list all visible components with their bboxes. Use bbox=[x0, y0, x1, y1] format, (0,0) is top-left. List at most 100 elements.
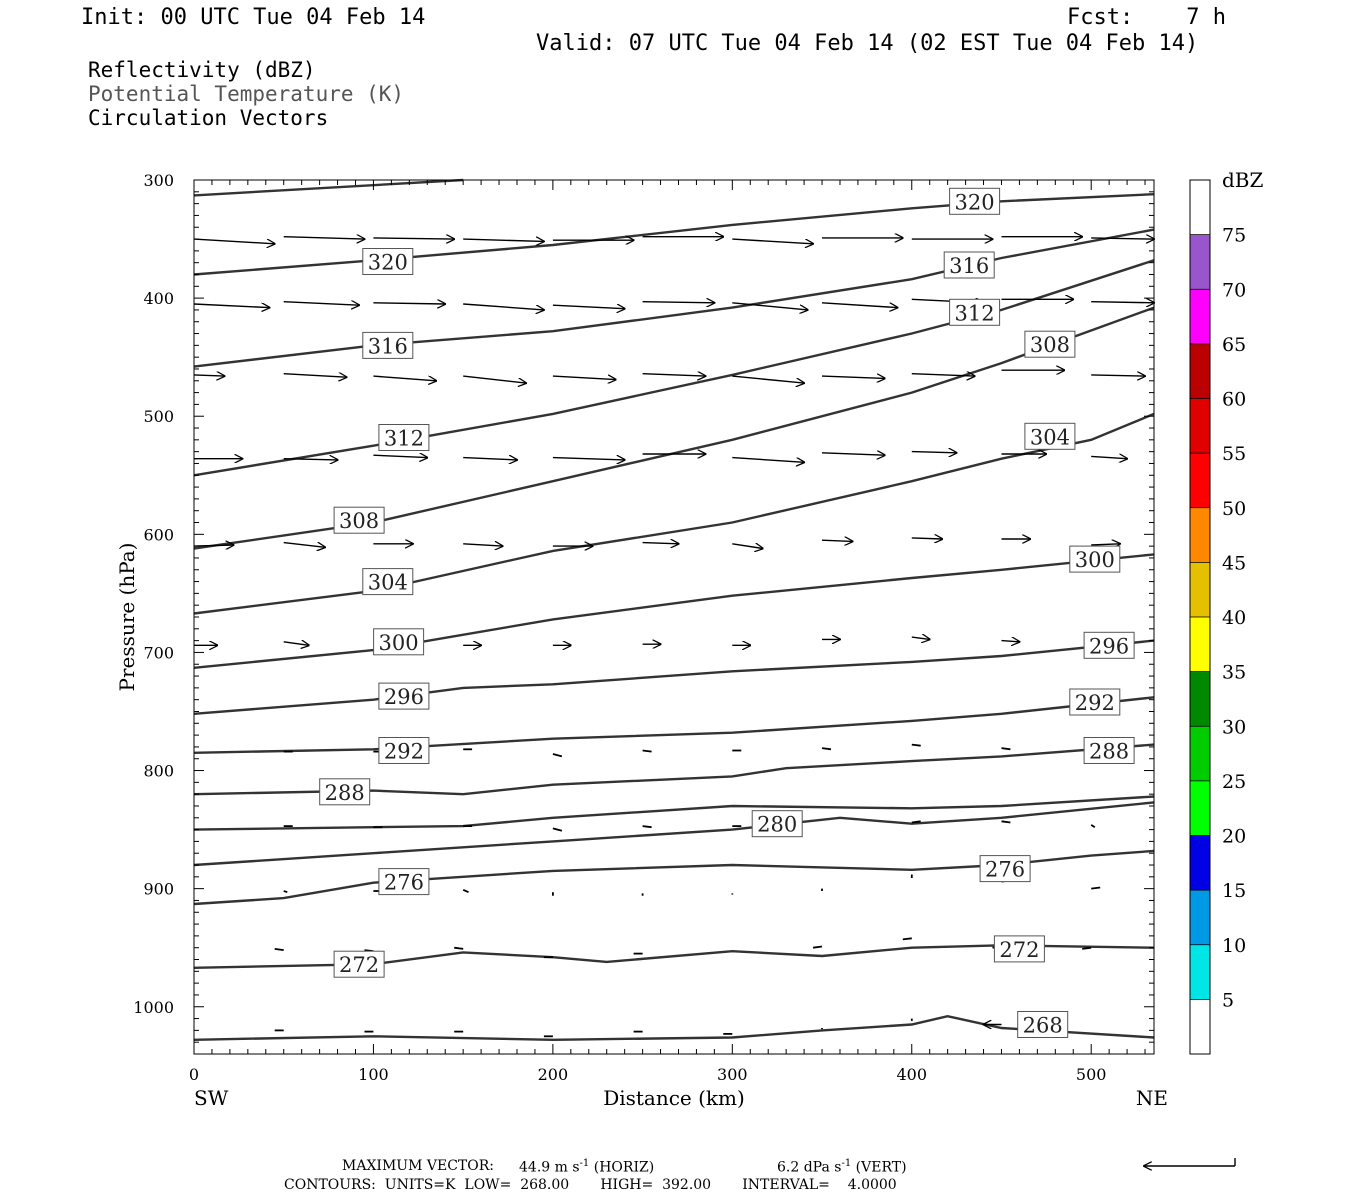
isentrope-292-8 bbox=[193, 696, 1155, 754]
svg-text:500: 500 bbox=[143, 407, 174, 426]
svg-text:900: 900 bbox=[143, 880, 174, 899]
svg-text:320: 320 bbox=[368, 251, 408, 275]
svg-text:55: 55 bbox=[1222, 443, 1246, 465]
vector-350-2 bbox=[373, 238, 454, 239]
colorbar-tick-30: 30 bbox=[1190, 716, 1246, 738]
vector-535-4 bbox=[552, 458, 625, 460]
vector-465-3 bbox=[463, 375, 526, 383]
svg-text:5: 5 bbox=[1222, 989, 1234, 1011]
max-vector-label: MAXIMUM VECTOR: bbox=[342, 1158, 494, 1174]
svg-text:300: 300 bbox=[379, 631, 419, 655]
x-tick-400: 400 bbox=[896, 180, 927, 1084]
vector-847-3 bbox=[552, 827, 563, 832]
svg-text:268: 268 bbox=[1023, 1014, 1063, 1038]
max-horizontal-vector: 44.9 m s-1 (HORIZ) bbox=[519, 1158, 655, 1176]
isentrope-label-296-11: 296 bbox=[1083, 631, 1135, 659]
isentrope-label-296-13: 296 bbox=[378, 682, 430, 710]
vector-785-7 bbox=[911, 743, 921, 747]
svg-text:75: 75 bbox=[1222, 225, 1246, 247]
colorbar-tick-15: 15 bbox=[1190, 880, 1246, 902]
vector-847-8 bbox=[1090, 824, 1096, 828]
colorbar-tick-65: 65 bbox=[1190, 334, 1246, 356]
vector-405-1 bbox=[283, 302, 359, 306]
vector-465-5 bbox=[642, 374, 706, 376]
vector-405-4 bbox=[552, 305, 625, 309]
colorbar-swatch-10 bbox=[1190, 453, 1210, 508]
svg-text:50: 50 bbox=[1222, 498, 1246, 520]
svg-text:1000: 1000 bbox=[133, 998, 174, 1017]
vector-608-0 bbox=[193, 545, 234, 546]
x-tick-100: 100 bbox=[358, 180, 389, 1084]
isentrope-label-268-23: 268 bbox=[1017, 1011, 1069, 1038]
svg-text:45: 45 bbox=[1222, 552, 1246, 574]
colorbar-swatch-12 bbox=[1190, 343, 1210, 399]
init-time-label: Init: 00 UTC Tue 04 Feb 14 bbox=[81, 5, 426, 30]
colorbar-swatch-13 bbox=[1190, 289, 1210, 344]
colorbar-tick-50: 50 bbox=[1190, 498, 1246, 520]
colorbar-swatch-5 bbox=[1190, 726, 1210, 781]
colorbar-tick-20: 20 bbox=[1190, 826, 1246, 848]
y-tick-700: 700 bbox=[143, 643, 1154, 662]
vector-608-5 bbox=[642, 543, 679, 544]
isentrope-label-276-19: 276 bbox=[979, 855, 1031, 883]
x-axis-sw-label: SW bbox=[194, 1086, 229, 1110]
svg-text:40: 40 bbox=[1222, 607, 1246, 629]
reference-vector-icon bbox=[1144, 1158, 1236, 1166]
x-tick-0: 0 bbox=[189, 180, 199, 1084]
colorbar-swatch-7 bbox=[1190, 617, 1210, 672]
vector-465-4 bbox=[552, 376, 616, 380]
isentrope-312-3 bbox=[193, 259, 1155, 477]
svg-text:800: 800 bbox=[143, 762, 174, 781]
vector-608-1 bbox=[283, 541, 325, 548]
vector-465-10 bbox=[1091, 375, 1145, 376]
svg-text:300: 300 bbox=[717, 1065, 748, 1084]
x-axis-ne-label: NE bbox=[1136, 1086, 1168, 1110]
isentrope-label-276-20: 276 bbox=[378, 868, 430, 896]
y-axis-label: Pressure (hPa) bbox=[115, 543, 139, 692]
vector-955-7 bbox=[902, 937, 912, 941]
y-axis-ticks: 300 400 500 600 700 800 900 1000 bbox=[133, 171, 1154, 1043]
svg-text:200: 200 bbox=[538, 1065, 569, 1084]
isentrope-284-10 bbox=[193, 795, 1155, 831]
svg-text:316: 316 bbox=[368, 334, 408, 358]
svg-text:312: 312 bbox=[955, 301, 995, 325]
colorbar-tick-40: 40 bbox=[1190, 607, 1246, 629]
vector-405-6 bbox=[732, 302, 807, 310]
colorbar-swatch-1 bbox=[1190, 944, 1210, 1000]
svg-text:65: 65 bbox=[1222, 334, 1246, 356]
y-tick-400: 400 bbox=[143, 289, 1154, 308]
colorbar-title: dBZ bbox=[1222, 168, 1264, 192]
svg-text:296: 296 bbox=[1089, 634, 1129, 658]
vector-535-2 bbox=[373, 455, 427, 457]
svg-text:700: 700 bbox=[143, 643, 174, 662]
vector-902-9 bbox=[1091, 886, 1101, 890]
colorbar-swatch-8 bbox=[1190, 562, 1210, 618]
colorbar-swatch-4 bbox=[1190, 780, 1210, 836]
svg-text:272: 272 bbox=[339, 953, 379, 977]
vector-608-3 bbox=[463, 544, 502, 546]
svg-text:276: 276 bbox=[985, 858, 1025, 882]
isentrope-labels: 320 320 316 312 316 308 312 304 308 300 304 296 300 2… bbox=[319, 187, 1135, 1038]
vector-535-3 bbox=[463, 458, 517, 460]
isentrope-label-288-15: 288 bbox=[1083, 737, 1135, 764]
vector-608-7 bbox=[821, 540, 853, 541]
isentrope-contours bbox=[193, 178, 1155, 1042]
vector-350-3 bbox=[463, 239, 544, 241]
legend-reflectivity: Reflectivity (dBZ) bbox=[88, 58, 316, 82]
isentrope-label-320-1: 320 bbox=[362, 248, 414, 275]
vector-695-1 bbox=[283, 642, 309, 646]
svg-text:70: 70 bbox=[1222, 279, 1246, 301]
svg-text:300: 300 bbox=[1075, 548, 1115, 572]
colorbar-swatch-2 bbox=[1190, 890, 1210, 945]
isentrope-label-308-5: 308 bbox=[1024, 330, 1076, 358]
svg-text:304: 304 bbox=[1030, 425, 1070, 449]
isentrope-label-280-18: 280 bbox=[751, 810, 803, 838]
svg-text:288: 288 bbox=[325, 781, 365, 805]
colorbar-tick-45: 45 bbox=[1190, 552, 1246, 574]
vector-785-3 bbox=[552, 753, 563, 758]
colorbar-tick-70: 70 bbox=[1190, 279, 1246, 301]
colorbar-swatch-15 bbox=[1190, 180, 1210, 235]
isentrope-label-316-4: 316 bbox=[362, 331, 414, 359]
vector-902-0 bbox=[283, 890, 288, 894]
valid-time-label: Valid: 07 UTC Tue 04 Feb 14 (02 EST Tue … bbox=[536, 31, 1199, 56]
